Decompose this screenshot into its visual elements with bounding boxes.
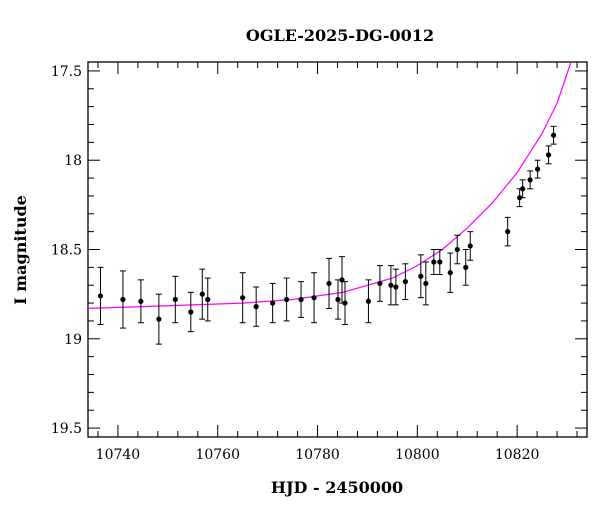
point-marker xyxy=(393,284,399,290)
data-point xyxy=(436,249,443,275)
data-points-layer xyxy=(97,125,557,345)
x-tick-label: 10820 xyxy=(495,447,540,463)
point-marker xyxy=(388,282,394,288)
point-marker xyxy=(120,296,126,303)
point-marker xyxy=(188,309,194,315)
data-point xyxy=(422,261,429,306)
data-point xyxy=(376,265,383,302)
data-point xyxy=(519,179,526,199)
point-marker xyxy=(447,270,453,276)
data-point xyxy=(137,279,144,324)
data-point xyxy=(454,234,461,265)
point-marker xyxy=(205,296,211,303)
data-point xyxy=(467,231,474,261)
point-marker xyxy=(311,295,317,301)
data-point xyxy=(298,281,305,318)
point-marker xyxy=(520,186,526,192)
data-point xyxy=(402,263,409,300)
data-point xyxy=(417,254,424,299)
point-marker xyxy=(437,259,443,265)
point-marker xyxy=(365,298,372,304)
point-marker xyxy=(172,296,178,303)
data-point xyxy=(199,268,206,320)
point-marker xyxy=(418,273,424,279)
y-tick-label: 18 xyxy=(64,153,82,169)
point-marker xyxy=(270,300,276,306)
point-marker xyxy=(423,280,429,287)
data-point xyxy=(253,286,260,327)
y-tick-label: 19.5 xyxy=(51,421,82,437)
data-point xyxy=(462,249,469,286)
data-point xyxy=(545,145,552,165)
data-point xyxy=(550,125,557,145)
point-marker xyxy=(298,296,304,303)
data-point xyxy=(204,277,211,322)
point-marker xyxy=(335,296,341,303)
plot-frame xyxy=(87,61,588,438)
y-tick-label: 18.5 xyxy=(51,243,82,259)
x-tick-label: 10800 xyxy=(395,447,440,463)
data-point xyxy=(155,293,162,345)
data-point xyxy=(527,170,534,190)
point-marker xyxy=(326,280,332,287)
data-point xyxy=(334,279,341,320)
point-marker xyxy=(97,293,104,299)
point-marker xyxy=(284,296,290,303)
data-point xyxy=(392,268,399,306)
data-point xyxy=(172,275,179,324)
point-marker xyxy=(463,264,469,270)
x-axis-label: HJD - 2450000 xyxy=(271,478,403,497)
data-point xyxy=(504,216,511,247)
data-point xyxy=(365,279,372,324)
point-marker xyxy=(550,132,557,138)
tick-labels: 10740 10760 10780 10800 10820 17.5 18 18.5 19 19.… xyxy=(51,64,540,463)
data-point xyxy=(119,270,126,329)
axis-ticks xyxy=(88,62,587,437)
point-marker xyxy=(454,246,460,253)
point-marker xyxy=(138,298,144,304)
y-tick-label: 17.5 xyxy=(51,64,82,80)
data-point xyxy=(326,257,333,309)
point-marker xyxy=(545,152,552,158)
x-tick-label: 10740 xyxy=(96,447,141,463)
y-axis-label: I magnitude xyxy=(11,195,30,305)
data-point xyxy=(341,281,348,325)
point-marker xyxy=(342,300,348,306)
y-tick-label: 19 xyxy=(64,332,82,348)
model-curve-layer xyxy=(87,61,572,309)
data-point xyxy=(97,266,104,325)
data-point xyxy=(283,277,290,322)
data-point xyxy=(387,265,394,306)
data-point xyxy=(338,256,345,304)
data-point xyxy=(311,272,318,324)
point-marker xyxy=(527,177,533,183)
point-marker xyxy=(253,304,259,310)
point-marker xyxy=(240,295,246,301)
point-marker xyxy=(467,243,473,249)
data-point xyxy=(187,291,194,333)
data-point xyxy=(430,249,437,275)
data-point xyxy=(269,282,276,324)
model-curve xyxy=(87,61,572,309)
x-tick-label: 10780 xyxy=(295,447,340,463)
point-marker xyxy=(431,259,437,265)
point-marker xyxy=(377,280,383,287)
point-marker xyxy=(199,291,205,297)
x-tick-label: 10760 xyxy=(195,447,240,463)
data-point xyxy=(447,252,454,293)
point-marker xyxy=(156,316,162,322)
chart-title: OGLE-2025-DG-0012 xyxy=(246,26,434,45)
point-marker xyxy=(505,229,511,235)
point-marker xyxy=(534,166,541,172)
data-point xyxy=(239,272,246,324)
point-marker xyxy=(402,279,408,285)
data-point xyxy=(534,159,541,179)
